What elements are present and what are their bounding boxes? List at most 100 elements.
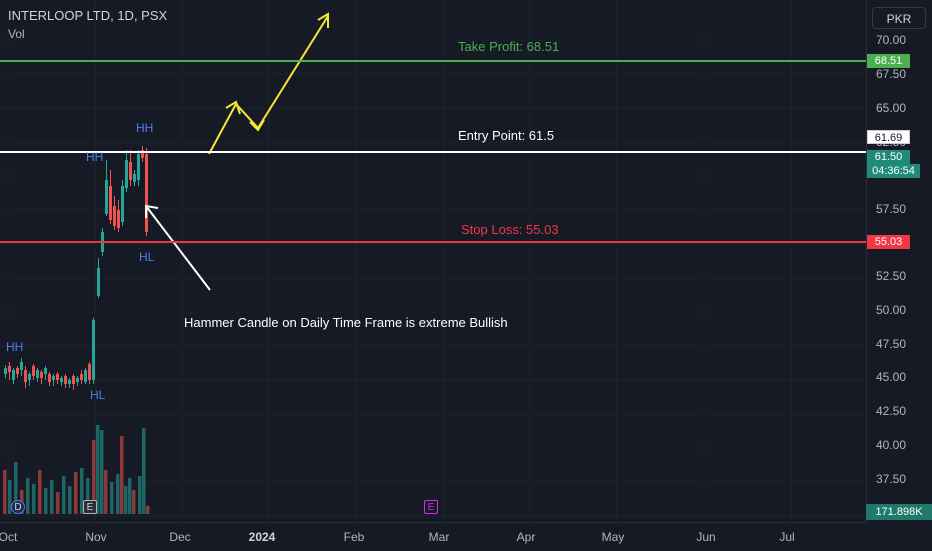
candle-body <box>105 180 108 214</box>
pointer-arrow <box>145 205 211 291</box>
volume-bar <box>146 506 150 514</box>
price-tick: 40.00 <box>876 438 907 452</box>
volume-bar <box>38 470 42 514</box>
bar-countdown: 04:36:54 <box>867 164 920 178</box>
stop-loss-label: Stop Loss: 55.03 <box>461 222 559 237</box>
candle-body <box>20 362 23 370</box>
time-axis[interactable] <box>0 522 866 551</box>
volume-bar <box>74 472 78 514</box>
candle-body <box>36 370 39 378</box>
candle-body <box>8 366 11 372</box>
candle-body <box>16 368 19 374</box>
volume-bar <box>92 440 96 514</box>
pointer-arrow-head <box>145 204 159 218</box>
pattern-hh-left: HH <box>6 340 24 354</box>
price-tick: 42.50 <box>876 404 907 418</box>
candle-body <box>28 374 31 380</box>
volume-bar <box>68 486 72 514</box>
volume-bar <box>8 480 12 514</box>
price-axis[interactable] <box>866 0 932 522</box>
candle-body <box>113 206 116 226</box>
price-tick: 50.00 <box>876 303 907 317</box>
price-tick: 67.50 <box>876 67 907 81</box>
currency-button[interactable]: PKR <box>872 7 926 29</box>
volume-bar <box>124 486 128 514</box>
volume-bar <box>104 470 108 514</box>
volume-bar <box>44 488 48 514</box>
time-label: May <box>601 530 625 544</box>
candle-body <box>97 268 100 296</box>
candle-body <box>88 364 91 380</box>
time-label: Apr <box>516 530 536 544</box>
volume-bar <box>32 484 36 514</box>
candle-body <box>137 154 140 180</box>
candle-body <box>133 174 136 182</box>
price-tick: 70.00 <box>876 33 907 47</box>
volume-bar <box>128 478 132 514</box>
hammer-annotation: Hammer Candle on Daily Time Frame is ext… <box>184 315 508 330</box>
volume-bar <box>138 476 142 514</box>
take-profit-line[interactable] <box>0 60 866 62</box>
price-tick: 65.00 <box>876 101 907 115</box>
candle-body <box>129 162 132 180</box>
volume-bar <box>56 492 60 514</box>
price-tick: 47.50 <box>876 337 907 351</box>
take-profit-price-tag: 68.51 <box>867 54 910 68</box>
price-tick: 57.50 <box>876 202 907 216</box>
candle-body <box>125 160 128 188</box>
time-label: Mar <box>428 530 450 544</box>
stop-loss-price-tag: 55.03 <box>867 235 910 249</box>
projection-arrow-head <box>249 119 265 132</box>
projection-arrow-head <box>317 12 329 28</box>
time-label: Jun <box>696 530 716 544</box>
entry-label: Entry Point: 61.5 <box>458 128 555 143</box>
volume-bar <box>86 478 90 514</box>
candle-body <box>56 374 59 380</box>
earnings-upcoming-icon[interactable]: E <box>424 500 438 514</box>
candle-body <box>76 378 79 382</box>
candle-body <box>4 368 7 374</box>
volume-bar <box>110 482 114 514</box>
time-label: Oct <box>0 530 18 544</box>
entry-price-tag: 61.69 <box>867 130 910 144</box>
volume-bar <box>14 462 18 514</box>
candle-body <box>40 372 43 378</box>
stop-loss-line[interactable] <box>0 241 866 243</box>
volume-indicator-label[interactable]: Vol <box>8 27 25 41</box>
pattern-hl-top: HL <box>139 250 155 264</box>
dividend-event-icon[interactable]: D <box>11 500 25 514</box>
symbol-title[interactable]: INTERLOOP LTD, 1D, PSX <box>8 8 168 23</box>
volume-bar <box>116 474 120 514</box>
projection-arrow <box>208 15 329 155</box>
candle-body <box>12 370 15 380</box>
price-tick: 37.50 <box>876 472 907 486</box>
volume-bar <box>3 470 7 514</box>
volume-bar <box>100 430 104 514</box>
volume-bar <box>80 468 84 514</box>
price-tick: 52.50 <box>876 269 907 283</box>
candle-body <box>80 374 83 380</box>
time-label: Feb <box>343 530 365 544</box>
earnings-event-icon[interactable]: E <box>83 500 97 514</box>
candle-body <box>121 186 124 222</box>
candle-body <box>60 378 63 382</box>
volume-bar <box>50 480 54 514</box>
candle-body <box>84 370 87 382</box>
volume-value-tag: 171.898K <box>866 504 932 520</box>
pattern-hh-top: HH <box>136 121 154 135</box>
time-label: Dec <box>169 530 191 544</box>
candle-chart <box>3 12 329 514</box>
chart-area[interactable]: INTERLOOP LTD, 1D, PSX Vol Take Profit: … <box>0 0 866 522</box>
projection-arrow-head <box>225 100 241 115</box>
candle-body <box>145 154 148 232</box>
take-profit-label: Take Profit: 68.51 <box>458 39 560 54</box>
candle-body <box>109 186 112 220</box>
candle-body <box>141 150 144 158</box>
volume-bar <box>62 476 66 514</box>
current-price-tag: 61.50 <box>867 150 910 164</box>
entry-line[interactable] <box>0 151 866 153</box>
volume-bar <box>96 425 100 514</box>
time-label: 2024 <box>248 530 276 544</box>
volume-bar <box>142 428 146 514</box>
candle-body <box>32 366 35 376</box>
